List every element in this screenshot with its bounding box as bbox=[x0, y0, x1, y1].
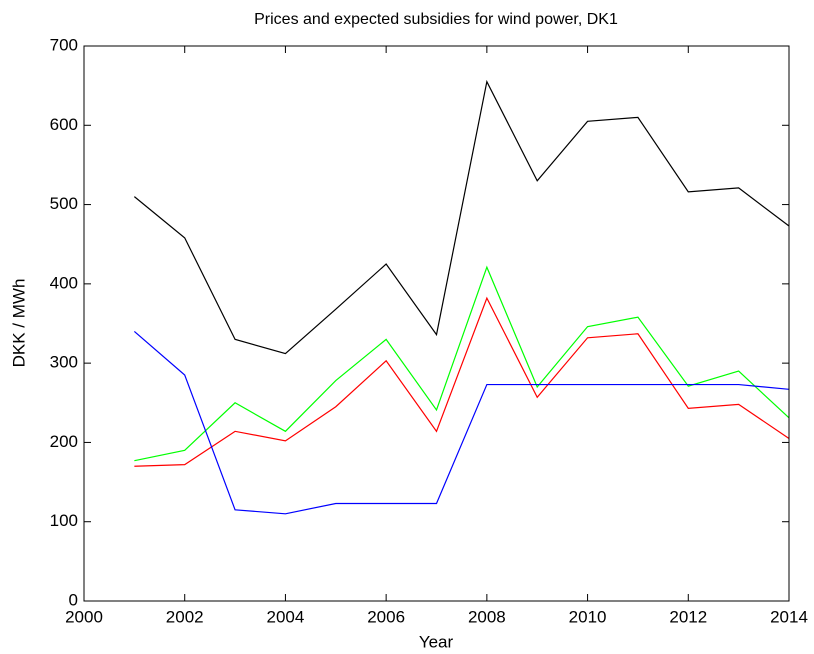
plot-frame bbox=[83, 45, 790, 602]
y-tick-label: 400 bbox=[50, 273, 78, 292]
x-tick-label: 2014 bbox=[770, 607, 808, 626]
series-line bbox=[134, 296, 790, 467]
y-tick-label: 300 bbox=[50, 353, 78, 372]
x-axis-label: Year bbox=[419, 632, 454, 651]
x-tick-label: 2010 bbox=[569, 607, 607, 626]
series-line bbox=[133, 330, 790, 515]
series-line bbox=[133, 79, 790, 355]
y-tick-label: 100 bbox=[50, 511, 78, 530]
y-tick-label: 700 bbox=[50, 35, 78, 54]
x-tick-label: 2004 bbox=[267, 607, 305, 626]
x-tick-label: 2008 bbox=[468, 607, 506, 626]
x-tick-label: 2000 bbox=[65, 607, 103, 626]
series-line bbox=[134, 265, 790, 462]
y-axis-label: DKK / MWh bbox=[9, 279, 28, 368]
x-tick-label: 2012 bbox=[669, 607, 707, 626]
x-tick-label: 2006 bbox=[367, 607, 405, 626]
x-tick-label: 2002 bbox=[166, 607, 204, 626]
chart-title: Prices and expected subsidies for wind p… bbox=[254, 11, 618, 28]
y-tick-label: 200 bbox=[50, 432, 78, 451]
y-tick-label: 0 bbox=[69, 590, 78, 609]
y-tick-label: 500 bbox=[50, 194, 78, 213]
y-tick-label: 600 bbox=[50, 115, 78, 134]
